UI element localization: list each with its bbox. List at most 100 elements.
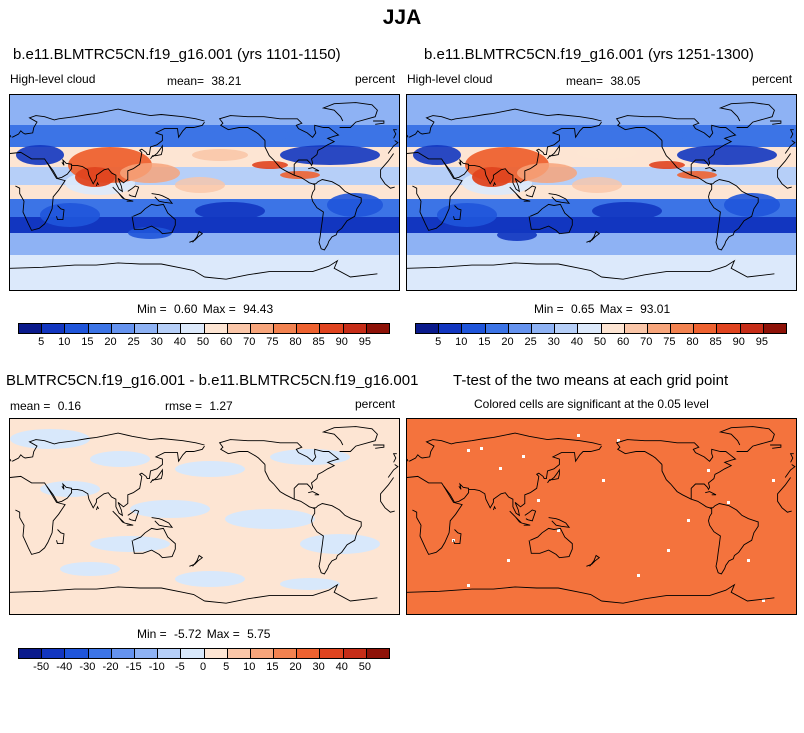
colorbar-tick-label: 85 xyxy=(709,336,722,348)
colorbar-swatch xyxy=(320,649,344,658)
colorbar-tick-label: 90 xyxy=(335,336,348,348)
min-value: 0.65 xyxy=(571,302,595,316)
colorbar-swatch xyxy=(531,324,556,333)
units-top-right: percent xyxy=(752,72,793,86)
colorbar-swatch xyxy=(204,649,228,658)
mean-bottom-left: mean = 0.16 xyxy=(10,399,81,413)
map-canvas-top-left xyxy=(10,95,399,290)
colorbar-swatch xyxy=(601,324,625,333)
coastlines xyxy=(407,426,796,604)
max-label: Max = xyxy=(202,302,236,316)
colorbar-swatch xyxy=(65,324,89,333)
colorbar-swatch xyxy=(158,324,182,333)
colorbar-tick-label: 75 xyxy=(663,336,676,348)
colorbar-tick-label: 5 xyxy=(223,661,230,673)
colorbar-swatch xyxy=(158,649,182,658)
colorbar-swatch xyxy=(227,649,251,658)
panel-title-top-left: b.e11.BLMTRC5CN.f19_g16.001 (yrs 1101-11… xyxy=(13,46,341,63)
colorbar-swatch xyxy=(88,649,112,658)
colorbar-swatch xyxy=(111,324,135,333)
colorbar-tick-label: 50 xyxy=(358,661,371,673)
colorbar-tick-label: -10 xyxy=(148,661,165,673)
colorbar-swatch xyxy=(250,649,275,658)
colorbar-swatch xyxy=(343,649,367,658)
figure-title: JJA xyxy=(382,6,422,29)
colorbar-tick-label: 40 xyxy=(335,661,348,673)
colorbar-labels-bottom-left: -50 -40 -30 -20 -15 -10 -5 0 5 10 15 20 30 40 50 xyxy=(18,661,390,675)
colorbar-tick-label: 40 xyxy=(570,336,583,348)
colorbar-swatch xyxy=(111,649,135,658)
colorbar-bottom-left xyxy=(18,648,390,659)
mean-label: mean = xyxy=(10,399,51,413)
coastlines xyxy=(10,426,399,604)
colorbar-swatch xyxy=(416,324,440,333)
max-label: Max = xyxy=(599,302,633,316)
colorbar-tick-label: 15 xyxy=(478,336,491,348)
colorbar-tick-label: 15 xyxy=(81,336,94,348)
colorbar-swatch xyxy=(671,324,695,333)
colorbar-tick-label: 75 xyxy=(266,336,279,348)
colorbar-tick-label: 0 xyxy=(199,661,207,673)
colorbar-swatch xyxy=(181,324,205,333)
map-top-left xyxy=(9,94,400,291)
colorbar-swatch xyxy=(366,649,389,658)
colorbar-swatch xyxy=(227,324,251,333)
rmse-bottom-left: rmse = 1.27 xyxy=(165,399,233,413)
colorbar-swatch xyxy=(439,324,463,333)
mean-value: 38.21 xyxy=(211,74,242,88)
colorbar-tick-label: 70 xyxy=(243,336,256,348)
colorbar-tick-label: -20 xyxy=(102,661,119,673)
colorbar-swatch xyxy=(181,649,205,658)
coastlines xyxy=(407,102,796,280)
colorbar-tick-label: 95 xyxy=(755,336,768,348)
colorbar-tick-label: 10 xyxy=(455,336,468,348)
colorbar-swatch xyxy=(320,324,344,333)
min-label: Min = xyxy=(137,627,167,641)
colorbar-swatch xyxy=(694,324,718,333)
colorbar-swatch xyxy=(462,324,486,333)
colorbar-swatch xyxy=(508,324,532,333)
colorbar-top-left xyxy=(18,323,390,334)
units-bottom-left: percent xyxy=(355,397,396,411)
units-top-left: percent xyxy=(355,72,396,86)
colorbar-tick-label: 30 xyxy=(150,336,163,348)
colorbar-swatch xyxy=(485,324,509,333)
minmax-top-left: Min = 0.60 Max = 94.43 xyxy=(137,302,273,316)
colorbar-tick-label: 80 xyxy=(686,336,699,348)
colorbar-tick-label: -15 xyxy=(125,661,142,673)
minmax-bottom-left: Min = -5.72 Max = 5.75 xyxy=(137,627,270,641)
map-bottom-right xyxy=(406,418,797,615)
coastlines xyxy=(10,102,399,280)
colorbar-tick-label: 70 xyxy=(640,336,653,348)
colorbar-tick-label: 25 xyxy=(127,336,140,348)
min-value: -5.72 xyxy=(174,627,202,641)
colorbar-tick-label: 60 xyxy=(617,336,630,348)
min-value: 0.60 xyxy=(174,302,198,316)
panel-title-top-right: b.e11.BLMTRC5CN.f19_g16.001 (yrs 1251-13… xyxy=(424,46,754,63)
colorbar-tick-label: 90 xyxy=(732,336,745,348)
colorbar-swatch xyxy=(717,324,741,333)
colorbar-tick-label: 20 xyxy=(104,336,117,348)
colorbar-tick-label: 15 xyxy=(266,661,279,673)
colorbar-swatch xyxy=(204,324,228,333)
colorbar-swatch xyxy=(42,649,66,658)
mean-value: 38.05 xyxy=(610,74,641,88)
colorbar-tick-label: 40 xyxy=(173,336,186,348)
minmax-top-right: Min = 0.65 Max = 93.01 xyxy=(534,302,670,316)
colorbar-swatch xyxy=(343,324,367,333)
panel-title-bottom-left: BLMTRC5CN.f19_g16.001 - b.e11.BLMTRC5CN.… xyxy=(6,372,419,389)
colorbar-swatch xyxy=(134,649,159,658)
map-canvas-bottom-left xyxy=(10,419,399,614)
colorbar-swatch xyxy=(578,324,602,333)
map-canvas-bottom-right xyxy=(407,419,796,614)
colorbar-tick-label: 25 xyxy=(524,336,537,348)
mean-label: mean= xyxy=(566,74,604,88)
map-canvas-top-right xyxy=(407,95,796,290)
colorbar-swatch xyxy=(19,649,43,658)
max-value: 5.75 xyxy=(247,627,271,641)
colorbar-tick-label: -5 xyxy=(174,661,185,673)
colorbar-swatch xyxy=(274,324,298,333)
mean-top-right: mean= 38.05 xyxy=(566,74,640,88)
max-label: Max = xyxy=(206,627,240,641)
panel-subtitle-bottom-right: Colored cells are significant at the 0.0… xyxy=(474,397,709,411)
